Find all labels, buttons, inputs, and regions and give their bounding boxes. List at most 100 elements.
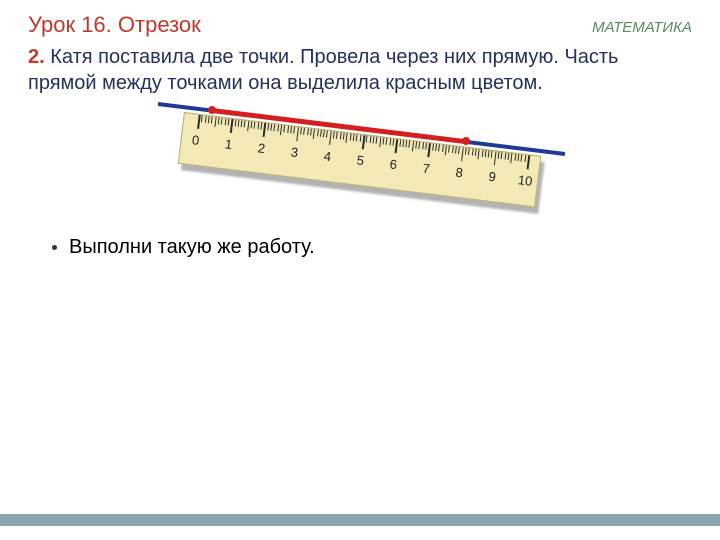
ruler-tick-minor xyxy=(359,135,361,142)
ruler-tick-major xyxy=(296,127,299,141)
ruler-tick-minor xyxy=(204,116,206,123)
ruler-tick-minor xyxy=(412,141,414,151)
ruler-tick-minor xyxy=(442,145,444,152)
ruler-tick-minor xyxy=(333,131,335,138)
ruler-tick-minor xyxy=(392,139,394,146)
ruler-tick-minor xyxy=(310,129,312,136)
ruler-tick-minor xyxy=(280,125,282,135)
point-b xyxy=(462,137,470,145)
ruler-tick-minor xyxy=(317,129,319,136)
ruler-tick-minor xyxy=(432,144,434,151)
ruler-tick-minor xyxy=(485,150,487,157)
ruler-tick-minor xyxy=(366,135,368,142)
ruler-tick-minor xyxy=(349,133,351,140)
ruler-tick-minor xyxy=(448,146,450,153)
lesson-title: Урок 16. Отрезок xyxy=(28,12,201,38)
ruler-tick-minor xyxy=(379,137,381,147)
ruler-tick-minor xyxy=(277,125,279,132)
ruler-tick-minor xyxy=(518,154,520,161)
ruler-tick-major xyxy=(461,147,464,161)
ruler-tick-minor xyxy=(343,133,345,140)
ruler-tick-minor xyxy=(422,142,424,149)
task-text: 2. Катя поставила две точки. Провела чер… xyxy=(28,44,692,96)
ruler-tick-minor xyxy=(293,127,295,134)
ruler-tick-minor xyxy=(491,151,493,158)
ruler-tick-minor xyxy=(504,152,506,159)
ruler-tick-minor xyxy=(284,125,286,132)
ruler-tick-minor xyxy=(511,153,513,163)
ruler-label: 7 xyxy=(422,161,431,177)
ruler-tick-minor xyxy=(261,123,263,130)
ruler-tick-major xyxy=(494,151,497,165)
ruler-tick-minor xyxy=(221,118,223,125)
ruler-tick-minor xyxy=(438,144,440,151)
task-number: 2. xyxy=(28,46,45,68)
ruler-tick-minor xyxy=(267,123,269,130)
ruler-tick-major xyxy=(263,123,266,137)
ruler-label: 4 xyxy=(323,148,332,164)
ruler-tick-minor xyxy=(224,118,226,125)
ruler-tick-minor xyxy=(399,140,401,147)
ruler-tick-minor xyxy=(425,143,427,150)
ruler-tick-minor xyxy=(452,146,454,153)
ruler-label: 0 xyxy=(191,132,200,148)
task-body: Катя поставила две точки. Провела через … xyxy=(28,46,618,94)
ruler-tick-minor xyxy=(218,117,220,124)
slide: Урок 16. Отрезок МАТЕМАТИКА 2. Катя пост… xyxy=(0,0,720,540)
ruler-tick-minor xyxy=(356,134,358,141)
ruler-tick-minor xyxy=(409,141,411,148)
ruler-tick-minor xyxy=(514,154,516,161)
ruler-tick-minor xyxy=(323,130,325,137)
ruler-tick-minor xyxy=(382,137,384,144)
ruler-tick-minor xyxy=(498,152,500,159)
ruler-tick-minor xyxy=(244,120,246,127)
ruler-label: 1 xyxy=(224,136,233,152)
ruler-tick-minor xyxy=(376,137,378,144)
ruler-tick-minor xyxy=(313,129,315,139)
ruler-tick-minor xyxy=(389,138,391,145)
subject-label: МАТЕМАТИКА xyxy=(592,19,692,36)
ruler-tick-minor xyxy=(287,126,289,133)
ruler-tick-minor xyxy=(303,128,305,135)
ruler-tick-minor xyxy=(254,122,256,129)
ruler-tick-minor xyxy=(435,144,437,151)
ruler-tick-minor xyxy=(445,145,447,155)
ruler-tick-minor xyxy=(475,149,477,156)
ruler-tick-minor xyxy=(402,140,404,147)
ruler-label: 3 xyxy=(290,144,299,160)
ruler-tick-minor xyxy=(257,122,259,129)
ruler-tick-minor xyxy=(521,154,523,161)
ruler-tick-major xyxy=(230,119,233,133)
bullet-icon xyxy=(52,245,57,250)
footer-rule xyxy=(0,514,720,526)
ruler-tick-minor xyxy=(270,124,272,131)
ruler-tick-minor xyxy=(458,147,460,154)
ruler-tick-minor xyxy=(419,142,421,149)
ruler-tick-minor xyxy=(326,131,328,138)
ruler-tick-minor xyxy=(346,133,348,143)
ruler-tick-major xyxy=(329,131,332,145)
ruler-tick-minor xyxy=(241,120,243,127)
ruler-tick-minor xyxy=(468,148,470,155)
ruler-tick-minor xyxy=(386,138,388,145)
ruler-tick-minor xyxy=(455,146,457,153)
ruler-tick-minor xyxy=(478,149,480,159)
ruler-tick-minor xyxy=(373,136,375,143)
ruler-tick-major xyxy=(395,139,398,153)
ruler-tick-minor xyxy=(471,148,473,155)
ruler-tick-minor xyxy=(508,153,510,160)
ruler-tick-minor xyxy=(208,116,210,123)
ruler-tick-minor xyxy=(214,117,216,127)
ruler-tick-minor xyxy=(488,150,490,157)
ruler-label: 10 xyxy=(517,172,533,189)
ruler-tick-major xyxy=(428,143,431,157)
ruler-tick-minor xyxy=(237,120,239,127)
ruler-tick-minor xyxy=(465,148,467,155)
diagram: 012345678910 xyxy=(28,104,692,234)
ruler-tick-major xyxy=(197,115,200,129)
ruler-tick-minor xyxy=(415,142,417,149)
ruler-tick-minor xyxy=(201,115,203,122)
ruler-tick-major xyxy=(362,135,365,149)
ruler-tick-minor xyxy=(274,124,276,131)
ruler-label: 2 xyxy=(257,140,266,156)
